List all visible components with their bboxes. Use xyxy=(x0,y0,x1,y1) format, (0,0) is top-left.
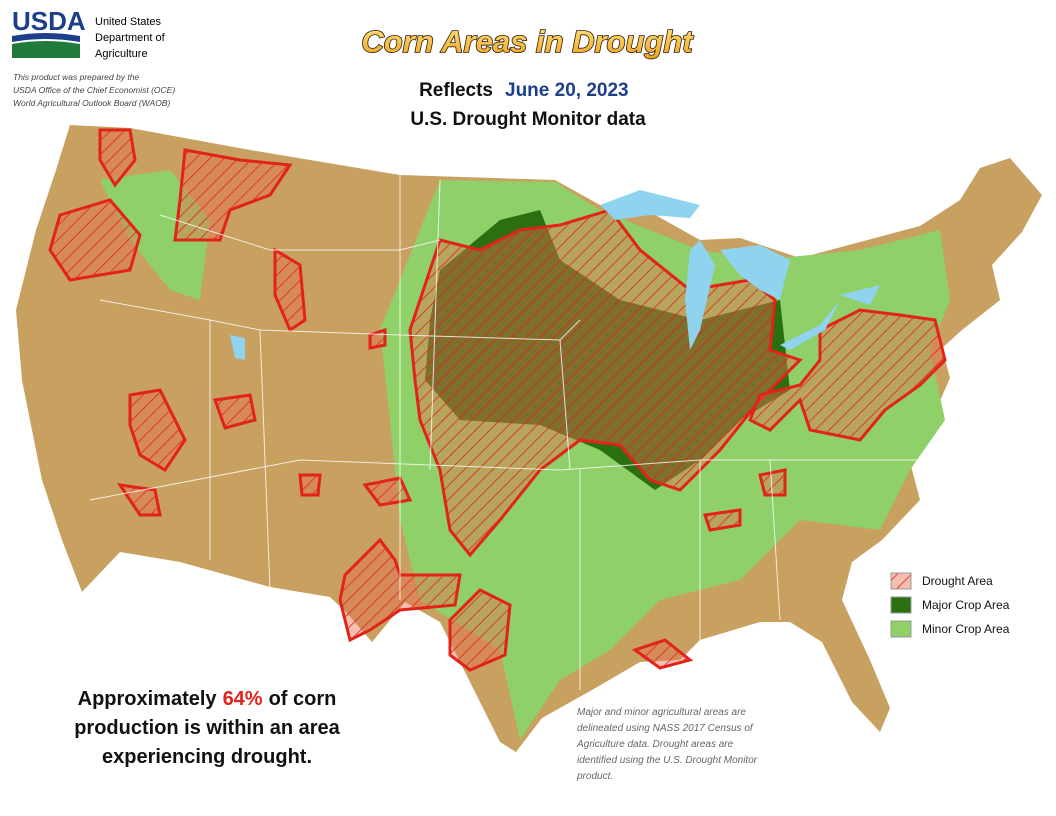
summary-text: Approximately xyxy=(78,688,218,710)
summary: Approximately 64% of corn production is wi… xyxy=(74,688,340,768)
legend-swatch xyxy=(890,572,912,590)
agency-line: Department of xyxy=(95,32,166,44)
legend-swatch xyxy=(890,596,912,614)
legend-swatch xyxy=(890,620,912,638)
legend: Drought Area Major Crop Area Minor Crop … xyxy=(890,572,1010,638)
subtitle-date: June 20, 2023 xyxy=(505,80,629,101)
summary-line: experiencing drought. xyxy=(102,746,312,768)
legend-label: Minor Crop Area xyxy=(922,622,1010,636)
subtitle-prefix: Reflects xyxy=(419,80,493,101)
summary-line: Approximately 64% of corn xyxy=(78,688,337,710)
credit: This product was prepared by the USDA Of… xyxy=(13,72,175,108)
credit-line: This product was prepared by the xyxy=(13,72,139,82)
agency-line: United States xyxy=(95,16,162,28)
summary-percent: 64% xyxy=(223,688,263,710)
summary-text: of corn xyxy=(269,688,337,710)
note-line: product. xyxy=(576,771,613,782)
title: Corn Areas in Drought xyxy=(361,24,694,59)
legend-label: Drought Area xyxy=(922,574,993,588)
note-line: delineated using NASS 2017 Census of xyxy=(577,723,754,734)
agency: United States Department of Agriculture xyxy=(95,16,166,60)
legend-label: Major Crop Area xyxy=(922,598,1010,612)
note-line: Agriculture data. Drought areas are xyxy=(576,739,734,750)
credit-line: World Agricultural Outlook Board (WAOB) xyxy=(13,98,170,108)
subtitle-source: U.S. Drought Monitor data xyxy=(410,109,646,130)
summary-line: production is within an area xyxy=(74,717,340,739)
usda-logo: USDA xyxy=(12,6,86,58)
note-line: Major and minor agricultural areas are xyxy=(577,707,746,718)
note: Major and minor agricultural areas are d… xyxy=(576,707,758,782)
great-lakes xyxy=(230,190,880,360)
us-map xyxy=(16,125,1042,752)
note-line: identified using the U.S. Drought Monito… xyxy=(577,755,758,766)
agency-line: Agriculture xyxy=(95,48,148,60)
logo-text: USDA xyxy=(12,6,86,36)
state-borders xyxy=(89,175,920,690)
credit-line: USDA Office of the Chief Economist (OCE) xyxy=(13,85,175,95)
